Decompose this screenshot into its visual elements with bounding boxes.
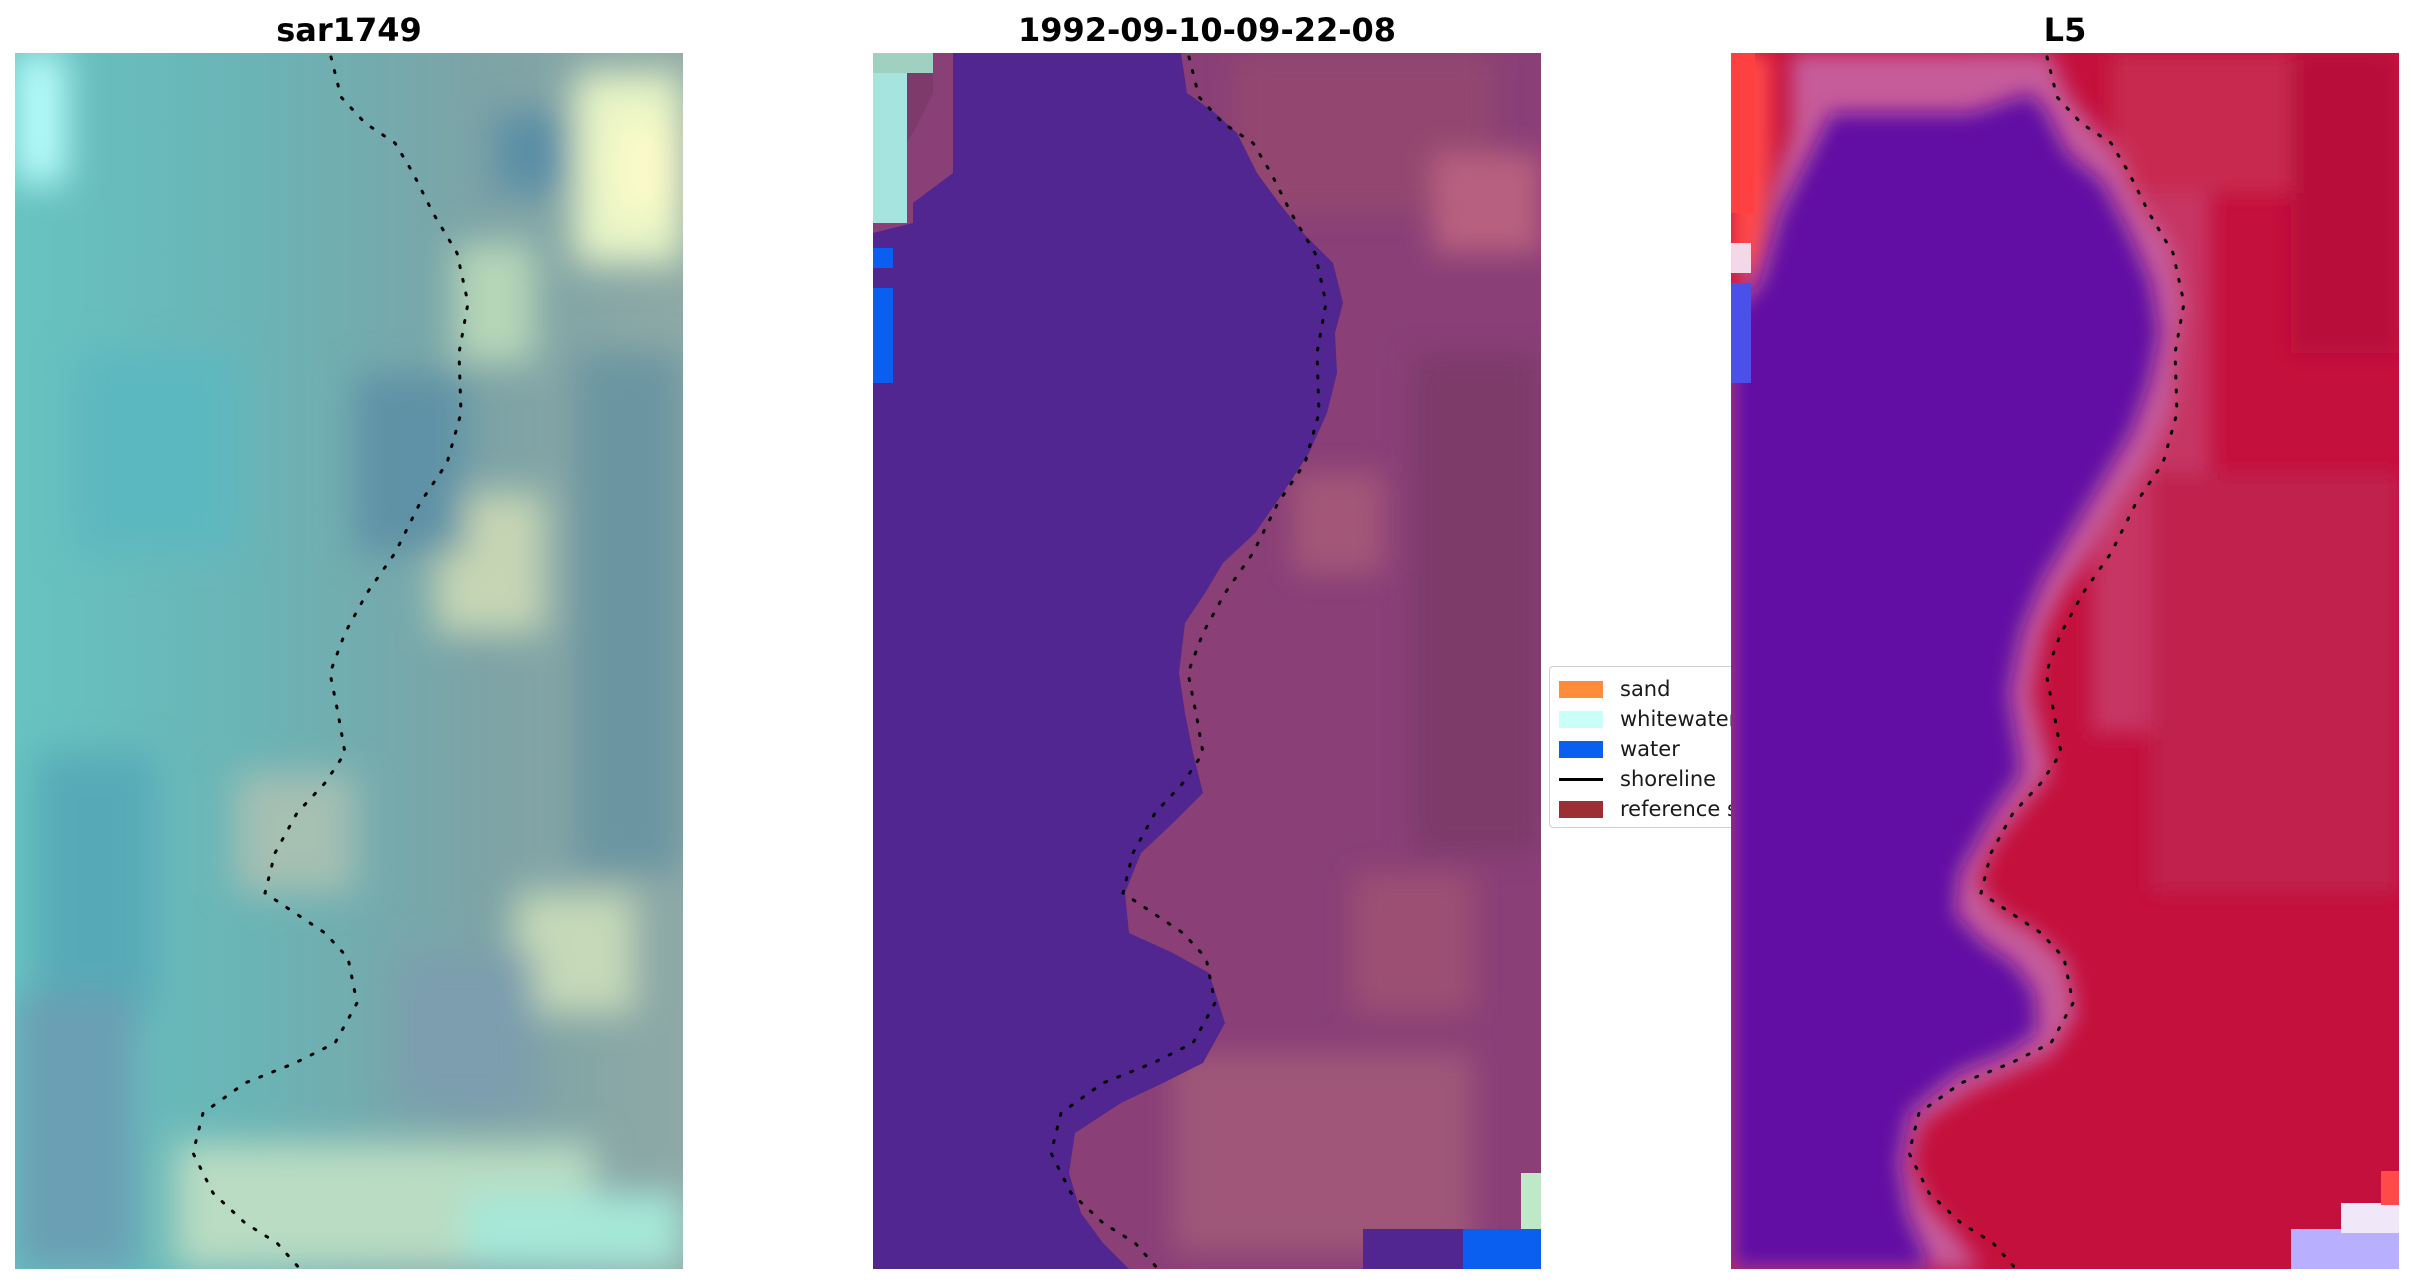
panel-title-date: 1992-09-10-09-22-08 — [1017, 11, 1397, 49]
index-image — [1731, 53, 2399, 1269]
legend-item-sand: sand — [1559, 676, 1670, 702]
legend-label: whitewater — [1620, 707, 1738, 731]
legend-label: reference shoreline — [1620, 797, 1738, 821]
legend-item-water: water — [1559, 736, 1680, 762]
water-swatch — [1559, 740, 1603, 758]
whitewater-patches — [873, 53, 907, 223]
water-class-region — [873, 53, 1343, 1269]
legend-label: water — [1620, 737, 1680, 761]
water-patch-corner — [1463, 1229, 1541, 1269]
shoreline-line-swatch — [1559, 777, 1603, 781]
sand-swatch — [1559, 680, 1603, 698]
legend-item-reference-shoreline: reference shoreline — [1559, 796, 1738, 822]
whitewater-swatch — [1559, 710, 1603, 728]
shoreline-line — [191, 55, 470, 1269]
legend-item-whitewater: whitewater — [1559, 706, 1737, 732]
land-texture — [1173, 53, 1541, 1253]
shoreline-line-2 — [1049, 55, 1328, 1269]
rgb-texture — [15, 53, 683, 1269]
panel-title-sar1749: sar1749 — [276, 11, 422, 49]
shoreline-line-3 — [1907, 55, 2186, 1269]
rgb-image — [15, 53, 683, 1269]
classified-image-panel — [873, 53, 1541, 1269]
legend-label: shoreline — [1620, 767, 1717, 791]
panel-title-l5: L5 — [2043, 11, 2087, 49]
legend-item-shoreline: shoreline — [1559, 766, 1716, 792]
reference-shoreline-swatch — [1559, 800, 1603, 818]
index-image-panel — [1731, 53, 2399, 1269]
rgb-image-panel — [15, 53, 683, 1269]
legend-label: sand — [1620, 677, 1671, 701]
water-patch-left — [873, 248, 893, 268]
classified-image — [873, 53, 1541, 1269]
legend: sand whitewater water shoreline referenc… — [1549, 666, 1739, 828]
